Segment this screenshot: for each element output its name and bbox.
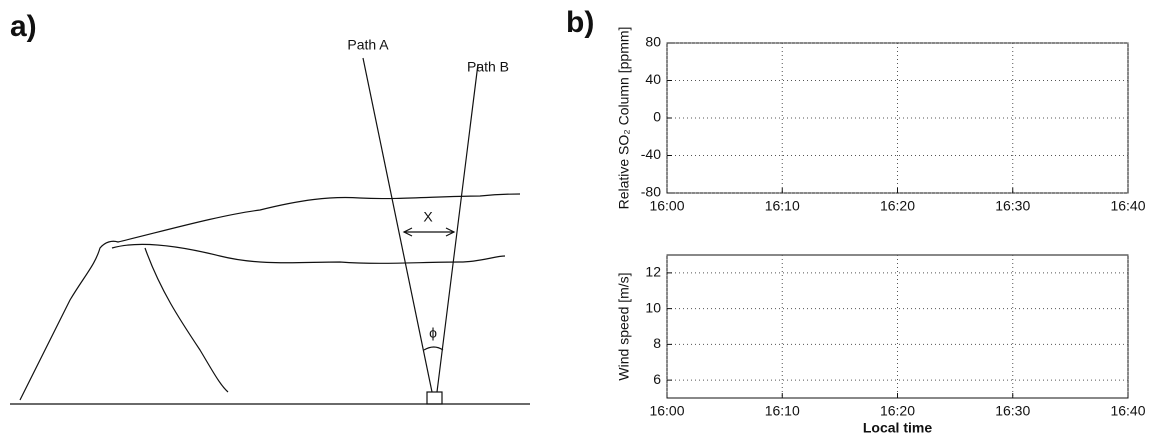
width-label: X xyxy=(423,209,433,225)
angle-arc xyxy=(423,346,444,351)
x-tick-label: 16:20 xyxy=(880,403,915,419)
y-tick-label: 10 xyxy=(645,299,661,315)
plot-frame xyxy=(666,42,1129,194)
plot-frame xyxy=(666,254,1129,399)
diagram: Path A Path B X ϕ xyxy=(10,37,530,405)
plume-bottom xyxy=(111,243,506,264)
path-label: Path A xyxy=(347,37,389,53)
y-tick-label: -40 xyxy=(641,146,661,162)
arrow-heads xyxy=(402,227,456,237)
y-tick-label: 0 xyxy=(653,109,661,125)
path-b-line xyxy=(436,63,479,393)
x-tick-label: 16:00 xyxy=(649,403,684,419)
y-tick-label: 6 xyxy=(653,371,661,387)
x-tick-label: 16:40 xyxy=(1110,403,1145,419)
x-tick-label: 16:20 xyxy=(880,198,915,214)
x-tick-label: 16:10 xyxy=(765,403,800,419)
x-axis-label: Local time xyxy=(863,420,932,436)
y-tick-label: 40 xyxy=(645,71,661,87)
x-tick-label: 16:00 xyxy=(649,198,684,214)
x-tick-label: 16:10 xyxy=(765,198,800,214)
x-tick-label: 16:30 xyxy=(995,403,1030,419)
y-tick-label: 12 xyxy=(645,264,661,280)
instrument xyxy=(426,391,443,405)
path-label: Path B xyxy=(467,59,509,75)
x-tick-label: 16:30 xyxy=(995,198,1030,214)
y-tick-label: 8 xyxy=(653,335,661,351)
plume-top xyxy=(19,193,521,401)
y-tick-label: 80 xyxy=(645,34,661,50)
y-axis-label: Wind speed [m/s] xyxy=(616,272,632,380)
panel-label: a) xyxy=(10,10,37,43)
panel-label: b) xyxy=(566,6,594,39)
y-tick-label: -80 xyxy=(641,184,661,200)
path-a-line xyxy=(362,57,433,393)
volcano-flank xyxy=(144,247,229,393)
y-axis-label: Relative SO₂ Column [ppmm] xyxy=(616,27,632,210)
angle-label: ϕ xyxy=(429,325,437,341)
x-tick-label: 16:40 xyxy=(1110,198,1145,214)
